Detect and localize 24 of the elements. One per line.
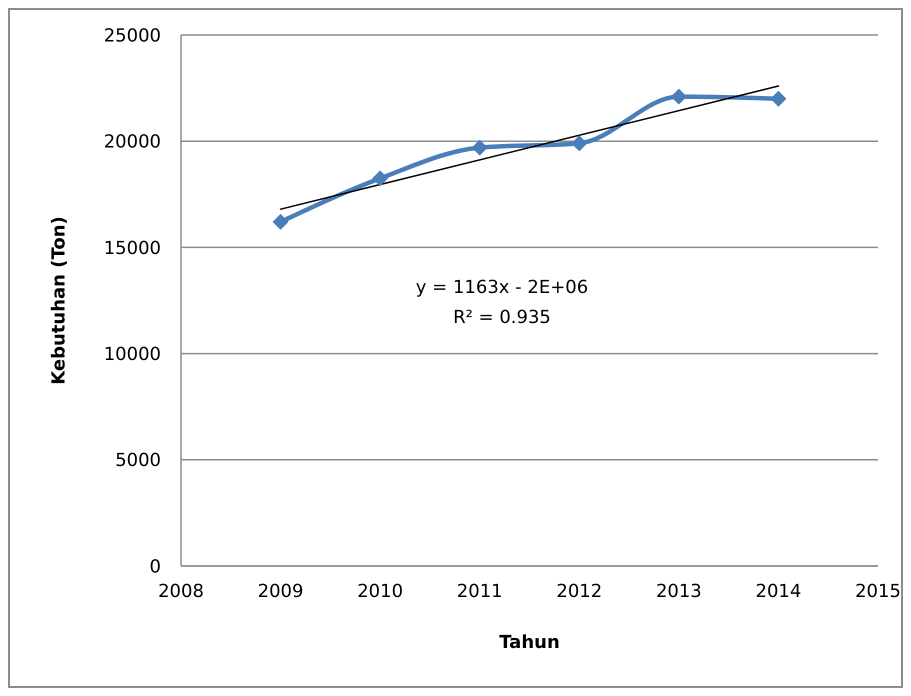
point xyxy=(571,135,588,152)
y-tick-label: 10000 xyxy=(104,344,161,365)
x-axis-title: Tahun xyxy=(499,632,560,653)
x-tick-label: 2012 xyxy=(556,580,602,602)
point xyxy=(472,140,488,156)
point xyxy=(670,88,687,105)
annotation: R² = 0.935 xyxy=(453,307,551,328)
y-tick-label: 15000 xyxy=(104,238,161,259)
x-tick-label: 2015 xyxy=(855,580,901,602)
x-tick-label: 2009 xyxy=(258,580,304,602)
y-axis-title: Kebutuhan (Ton) xyxy=(48,216,70,385)
point xyxy=(372,170,388,186)
x-tick-label: 2008 xyxy=(158,580,204,602)
y-tick-label: 5000 xyxy=(115,450,161,472)
x-tick-label: 2010 xyxy=(357,580,404,602)
x-tick-label: 2011 xyxy=(456,580,503,602)
point xyxy=(272,214,289,230)
y-tick-label: 25000 xyxy=(104,25,161,46)
point xyxy=(770,90,786,107)
annotation: y = 1163x - 2E+06 xyxy=(416,277,588,298)
y-tick-label: 0 xyxy=(150,556,161,578)
x-tick-label: 2014 xyxy=(756,580,802,602)
y-tick-label: 20000 xyxy=(104,132,161,153)
x-tick-label: 2013 xyxy=(656,580,702,602)
